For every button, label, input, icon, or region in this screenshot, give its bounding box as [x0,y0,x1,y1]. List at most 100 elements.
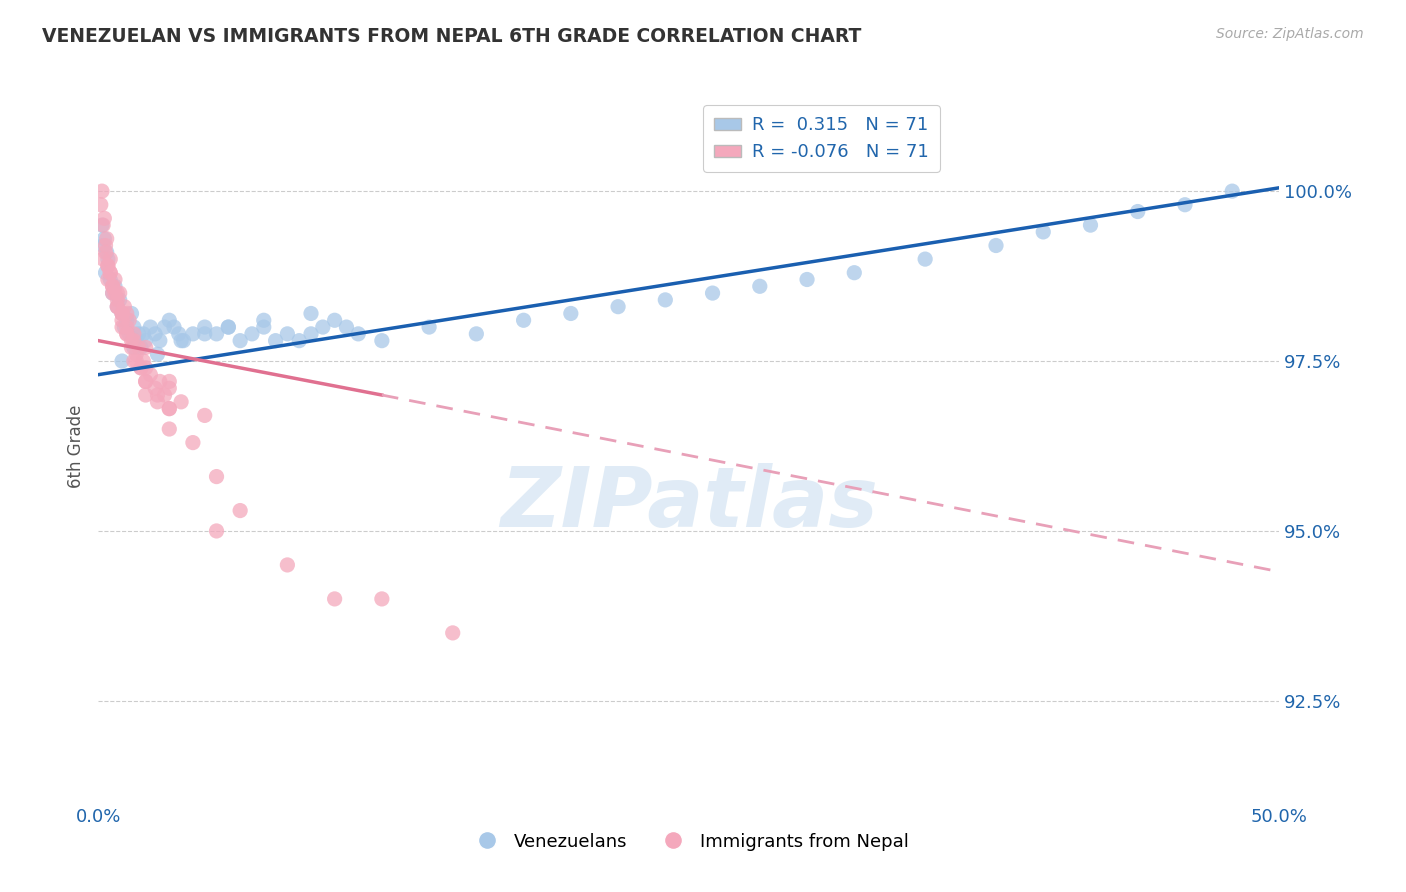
Point [163,320,186,334]
Point [253,320,276,334]
Point [1220,184,1243,198]
Point [91,238,114,252]
Point [97,272,120,286]
Point [122,326,145,341]
Point [172,334,194,348]
Point [98,266,121,280]
Point [1080,218,1102,232]
Point [371,591,394,606]
Point [129,341,152,355]
Point [93,211,115,226]
Point [129,360,152,375]
Point [129,360,152,375]
Point [111,320,134,334]
Point [111,306,134,320]
Point [288,334,311,348]
Point [205,469,228,483]
Point [125,347,148,361]
Point [115,313,138,327]
Point [181,326,204,341]
Point [122,354,145,368]
Point [170,394,193,409]
Point [122,334,145,348]
Point [96,245,118,260]
Point [105,300,128,314]
Point [264,334,287,348]
Point [111,354,134,368]
Point [104,272,127,286]
Point [118,326,141,341]
Point [91,218,114,232]
Point [748,279,770,293]
Point [347,326,370,341]
Point [112,300,135,314]
Point [132,354,155,368]
Point [115,326,138,341]
Point [229,503,252,517]
Point [104,279,127,293]
Point [135,360,157,375]
Point [112,320,135,334]
Point [149,334,172,348]
Point [135,375,157,389]
Point [101,279,124,293]
Point [157,375,180,389]
Point [118,313,141,327]
Point [607,300,630,314]
Point [96,232,118,246]
Point [91,218,114,232]
Point [194,320,217,334]
Point [157,422,180,436]
Point [844,266,866,280]
Point [101,286,124,301]
Point [111,306,134,320]
Point [796,272,818,286]
Point [98,266,121,280]
Point [122,320,145,334]
Point [93,232,115,246]
Point [167,326,190,341]
Point [108,293,131,307]
Point [441,626,464,640]
Point [371,334,394,348]
Point [276,558,298,572]
Point [98,272,121,286]
Point [125,354,148,368]
Point [143,326,166,341]
Point [94,245,117,260]
Point [253,313,276,327]
Text: Source: ZipAtlas.com: Source: ZipAtlas.com [1216,27,1364,41]
Point [115,320,138,334]
Point [104,286,127,301]
Point [323,591,346,606]
Point [1126,204,1149,219]
Point [465,326,488,341]
Point [101,286,124,301]
Point [98,252,121,266]
Point [217,320,239,334]
Text: VENEZUELAN VS IMMIGRANTS FROM NEPAL 6TH GRADE CORRELATION CHART: VENEZUELAN VS IMMIGRANTS FROM NEPAL 6TH … [42,27,862,45]
Point [122,341,145,355]
Point [135,375,157,389]
Point [105,286,128,301]
Point [108,286,131,301]
Point [418,320,440,334]
Point [115,326,138,341]
Point [121,306,143,320]
Point [143,381,166,395]
Point [101,279,124,293]
Point [312,320,335,334]
Legend: Venezuelans, Immigrants from Nepal: Venezuelans, Immigrants from Nepal [461,826,917,858]
Point [128,341,150,355]
Point [97,259,120,273]
Point [1032,225,1054,239]
Point [335,320,357,334]
Point [512,313,534,327]
Point [299,326,322,341]
Point [146,394,169,409]
Point [105,300,128,314]
Point [135,388,157,402]
Point [105,293,128,307]
Point [157,401,180,416]
Point [91,252,114,266]
